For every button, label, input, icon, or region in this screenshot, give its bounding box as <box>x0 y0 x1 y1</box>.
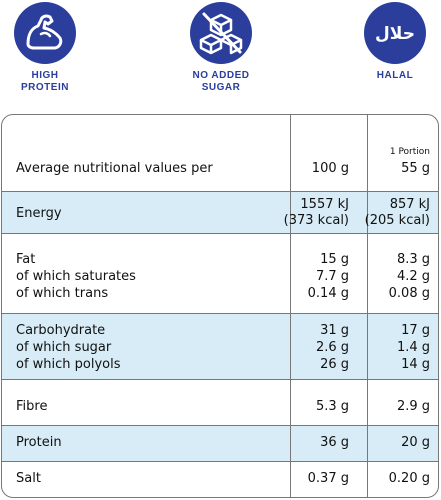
divider <box>2 191 438 192</box>
trans-label: of which trans <box>16 286 109 301</box>
carbohydrate-portion: 17 g <box>401 323 430 338</box>
divider <box>2 425 438 426</box>
salt-portion: 0.20 g <box>388 471 430 486</box>
header-portion-size: 55 g <box>401 161 430 176</box>
protein-100g: 36 g <box>320 435 349 450</box>
carbohydrate-label: Carbohydrate <box>16 323 106 338</box>
saturates-100g: 7.7 g <box>315 269 349 284</box>
header-portion-caption: 1 Portion <box>389 147 430 157</box>
fat-portion: 8.3 g <box>396 252 430 267</box>
energy-portion-kcal: (205 kcal) <box>364 213 430 228</box>
polyols-100g: 26 g <box>320 357 349 372</box>
column-divider <box>290 115 291 497</box>
fibre-label: Fibre <box>16 399 48 414</box>
divider <box>2 233 438 234</box>
energy-100g-kcal: (373 kcal) <box>283 213 349 228</box>
protein-row-bg <box>2 425 438 461</box>
energy-100g-kj: 1557 kJ <box>300 197 349 212</box>
nutrition-table: Average nutritional values per 100 g 1 P… <box>1 114 439 498</box>
energy-label: Energy <box>16 206 62 221</box>
trans-portion: 0.08 g <box>388 286 430 301</box>
trans-100g: 0.14 g <box>307 286 349 301</box>
badge-label-line1: HALAL <box>376 70 414 81</box>
divider <box>2 461 438 462</box>
badge-label-line2: PROTEIN <box>21 82 69 93</box>
header-per-100g: 100 g <box>311 161 349 176</box>
badge-label-line1: NO ADDED <box>192 70 250 81</box>
halal-badge: حلال HALAL <box>350 2 440 82</box>
carbs-row-bg <box>2 313 438 379</box>
divider <box>2 313 438 314</box>
saturates-label: of which saturates <box>16 269 136 284</box>
column-divider <box>367 115 368 497</box>
saturates-portion: 4.2 g <box>396 269 430 284</box>
flexed-arm-icon <box>14 2 76 64</box>
energy-row-bg <box>2 191 438 233</box>
sugar-label: of which sugar <box>16 340 112 355</box>
fat-label: Fat <box>16 252 36 267</box>
protein-portion: 20 g <box>401 435 430 450</box>
protein-label: Protein <box>16 435 62 450</box>
polyols-portion: 14 g <box>401 357 430 372</box>
carbohydrate-100g: 31 g <box>320 323 349 338</box>
badges-bar: HIGH PROTEIN NO ADDED S <box>0 0 441 105</box>
halal-arabic-icon: حلال <box>364 2 426 64</box>
badge-label-line1: HIGH <box>31 70 59 81</box>
fibre-100g: 5.3 g <box>315 399 349 414</box>
polyols-label: of which polyols <box>16 357 121 372</box>
sugar-100g: 2.6 g <box>315 340 349 355</box>
high-protein-badge: HIGH PROTEIN <box>0 2 90 94</box>
salt-100g: 0.37 g <box>307 471 349 486</box>
fibre-portion: 2.9 g <box>396 399 430 414</box>
no-sugar-cubes-icon <box>190 2 252 64</box>
sugar-portion: 1.4 g <box>396 340 430 355</box>
header-label: Average nutritional values per <box>16 161 213 176</box>
no-added-sugar-badge: NO ADDED SUGAR <box>176 2 266 94</box>
energy-portion-kj: 857 kJ <box>389 197 430 212</box>
divider <box>2 379 438 380</box>
badge-label-line2: SUGAR <box>201 82 241 93</box>
salt-label: Salt <box>16 471 41 486</box>
fat-100g: 15 g <box>320 252 349 267</box>
halal-arabic-text: حلال <box>375 24 415 44</box>
